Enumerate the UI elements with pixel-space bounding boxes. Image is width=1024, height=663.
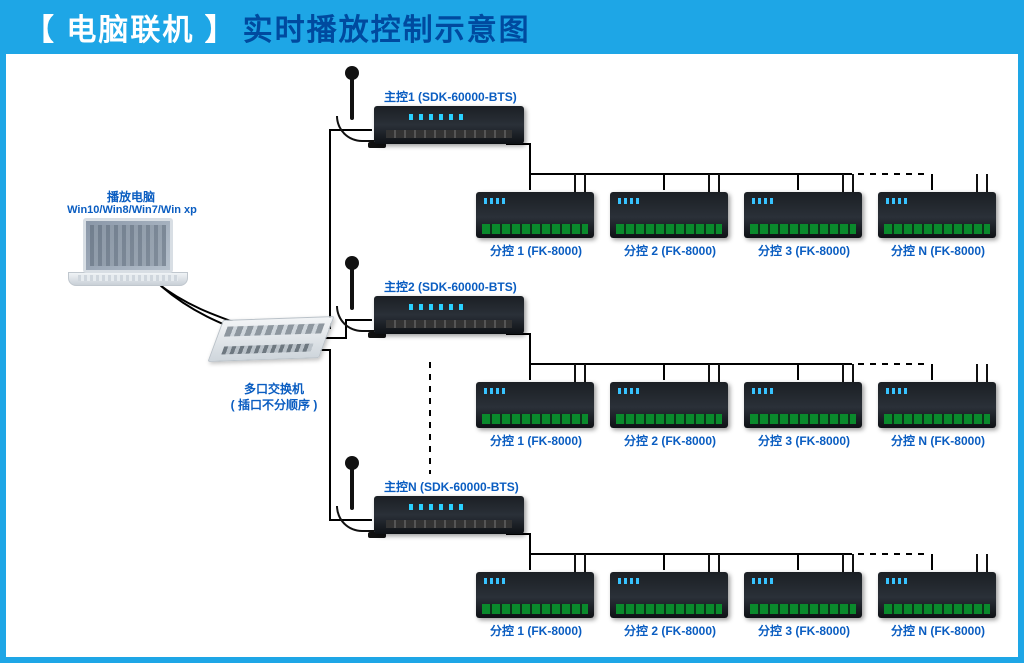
sub-label: 分控 3 (FK-8000): [738, 432, 870, 449]
sub-label: 分控 N (FK-8000): [872, 432, 1004, 449]
switch-label-2: ( 插口不分顺序 ): [214, 396, 334, 413]
sub-label: 分控 1 (FK-8000): [470, 242, 602, 259]
sub-label: 分控 N (FK-8000): [872, 622, 1004, 639]
sub-device: [878, 382, 996, 428]
master-label: 主控1 (SDK-60000-BTS): [384, 88, 584, 105]
title-bar: 【 电脑联机 】 实时播放控制示意图: [0, 0, 1024, 54]
sub-device: [878, 572, 996, 618]
switch-label-1: 多口交换机: [214, 380, 334, 397]
sub-label: 分控 1 (FK-8000): [470, 432, 602, 449]
master-device: [374, 296, 524, 346]
master-label: 主控N (SDK-60000-BTS): [384, 478, 584, 495]
title-bracket: 【 电脑联机 】: [24, 5, 237, 49]
title-main: 实时播放控制示意图: [243, 5, 531, 49]
sub-device: [610, 572, 728, 618]
master-label: 主控2 (SDK-60000-BTS): [384, 278, 584, 295]
sub-device: [744, 192, 862, 238]
pc-label-1: 播放电脑: [56, 188, 206, 205]
sub-label: 分控 1 (FK-8000): [470, 622, 602, 639]
sub-device: [878, 192, 996, 238]
sub-device: [476, 382, 594, 428]
laptop-icon: [68, 218, 188, 293]
sub-label: 分控 3 (FK-8000): [738, 242, 870, 259]
sub-device: [610, 192, 728, 238]
sub-label: 分控 N (FK-8000): [872, 242, 1004, 259]
pc-label-2: Win10/Win8/Win7/Win xp: [42, 204, 222, 216]
sub-label: 分控 2 (FK-8000): [604, 432, 736, 449]
switch-icon: [208, 316, 335, 362]
sub-label: 分控 3 (FK-8000): [738, 622, 870, 639]
sub-device: [744, 382, 862, 428]
sub-device: [476, 192, 594, 238]
diagram-page: 【 电脑联机 】 实时播放控制示意图: [0, 0, 1024, 663]
sub-label: 分控 2 (FK-8000): [604, 242, 736, 259]
sub-device: [610, 382, 728, 428]
sub-label: 分控 2 (FK-8000): [604, 622, 736, 639]
sub-device: [476, 572, 594, 618]
master-device: [374, 496, 524, 546]
master-device: [374, 106, 524, 156]
sub-device: [744, 572, 862, 618]
